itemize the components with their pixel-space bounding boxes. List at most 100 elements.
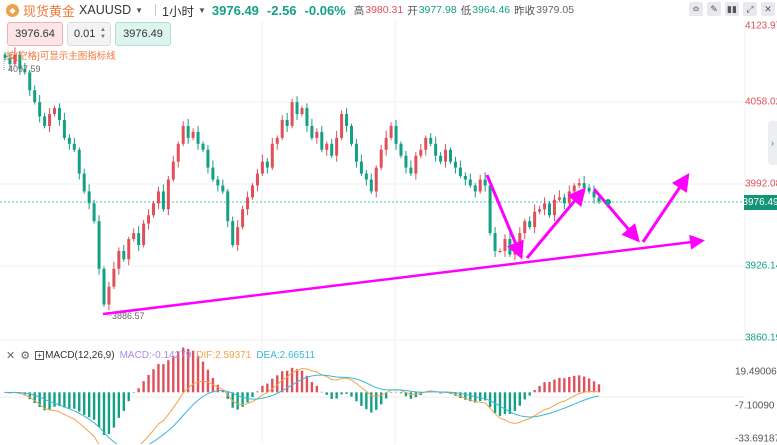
macd-bar — [251, 392, 254, 398]
candle-body — [122, 250, 126, 260]
fullscreen-icon[interactable]: ⤢ — [743, 2, 757, 16]
annotation-arrows[interactable] — [102, 173, 705, 316]
close-icon[interactable]: ✕ — [6, 350, 16, 362]
candle-body — [211, 167, 215, 180]
gear-icon[interactable]: ⚙ — [20, 350, 31, 362]
candle-body — [28, 72, 32, 91]
candle-body — [330, 143, 334, 156]
candle-body — [315, 131, 319, 138]
macd-bar — [548, 381, 551, 393]
close-icon[interactable]: ✕ — [761, 2, 775, 16]
macd-bar — [127, 392, 130, 402]
arrow-up-1[interactable] — [525, 187, 586, 259]
macd-bar — [483, 392, 487, 401]
macd-bar — [73, 392, 76, 409]
macd-title[interactable]: + MACD(12,26,9) — [35, 350, 115, 361]
macd-bar — [97, 392, 101, 428]
indicator-icon[interactable]: ≏ — [689, 2, 703, 16]
draw-icon[interactable]: ✎ — [707, 2, 721, 16]
macd-bar — [409, 392, 413, 399]
candle-body — [587, 187, 591, 192]
candles — [3, 47, 601, 311]
candle-body — [176, 143, 180, 162]
macd-bar — [142, 381, 145, 393]
candle-body — [399, 143, 403, 156]
candle-body — [255, 173, 259, 186]
support-trendline[interactable] — [102, 234, 705, 316]
macd-bar — [107, 392, 111, 435]
expand-icon[interactable]: + — [35, 351, 45, 360]
macd-bar — [479, 392, 482, 402]
macd-bar — [340, 392, 343, 395]
candle-body — [171, 161, 175, 180]
candle-body — [354, 143, 358, 162]
macd-bar — [399, 392, 403, 394]
candle-body — [270, 143, 274, 168]
candle-body — [142, 223, 146, 245]
chevron-down-icon[interactable]: ▼ — [135, 5, 144, 15]
macd-bar — [92, 392, 96, 420]
candle-type-icon[interactable]: ▮▮ — [725, 2, 739, 16]
chevron-right-icon[interactable]: › — [771, 138, 774, 148]
candle-body — [404, 155, 408, 168]
stepper-arrows-icon[interactable]: ▲ ▼ — [100, 27, 106, 40]
interval-selector[interactable]: 1小时 — [162, 4, 194, 19]
macd-bar — [201, 361, 205, 393]
last-price: 3976.49 — [211, 2, 259, 18]
price-axis-label: 3992.08 — [745, 178, 777, 190]
candle-body — [57, 108, 61, 121]
open-label: 开 — [407, 4, 418, 17]
macd-bar — [533, 390, 536, 393]
candle-body — [265, 161, 269, 168]
macd-bar — [518, 392, 521, 406]
candle-body — [236, 227, 240, 245]
macd-bar — [543, 382, 546, 393]
quantity-value[interactable]: 0.01 — [74, 28, 96, 40]
macd-bar — [573, 375, 576, 393]
candle-body — [241, 209, 245, 228]
macd-bar — [172, 355, 175, 393]
price-change-pct: -0.06% — [304, 2, 346, 18]
macd-bar — [523, 392, 526, 400]
buy-button[interactable]: 3976.49 — [115, 22, 171, 46]
macd-bar — [513, 392, 517, 411]
chevron-down-icon[interactable]: ▼ — [197, 5, 206, 15]
price-axis-label: 3926.14 — [745, 260, 777, 272]
macd-bar — [315, 385, 319, 393]
macd-bar — [33, 392, 36, 404]
macd-bar — [558, 377, 561, 393]
macd-value: MACD:-0.14279 — [119, 350, 192, 361]
arrow-up-2[interactable] — [641, 173, 690, 243]
macd-bar — [241, 392, 244, 407]
macd-bar — [63, 392, 66, 408]
macd-bar — [23, 392, 26, 396]
macd-bar — [290, 367, 294, 393]
candle-body — [295, 102, 299, 115]
price-change: -2.56 — [266, 2, 297, 18]
quantity-stepper[interactable]: 0.01 ▲ ▼ — [67, 22, 111, 46]
candle-body — [33, 90, 37, 103]
candle-body — [468, 179, 472, 186]
arrow-down-1[interactable] — [485, 174, 524, 260]
macd-bar — [474, 392, 477, 403]
arrow-down-2[interactable] — [592, 188, 640, 243]
sell-button[interactable]: 3976.64 — [7, 22, 63, 46]
candle-body — [310, 125, 314, 138]
macd-bar — [186, 348, 190, 393]
candle-body — [458, 167, 462, 176]
candle-body — [419, 149, 423, 156]
macd-bar — [380, 392, 383, 405]
macd-bar — [211, 377, 215, 393]
expand-panel-button[interactable]: › — [768, 121, 777, 165]
macd-axis-label: 19.49006 — [735, 366, 777, 378]
macd-bar — [117, 392, 121, 418]
candle-body — [231, 221, 235, 245]
candle-body — [53, 108, 56, 115]
macd-bar — [102, 392, 106, 435]
symbol-selector[interactable]: XAUUSD — [79, 3, 132, 17]
macd-bar — [58, 392, 61, 407]
low-value: 3964.46 — [472, 4, 511, 16]
macd-bar — [226, 392, 229, 399]
candle-body — [577, 183, 581, 186]
